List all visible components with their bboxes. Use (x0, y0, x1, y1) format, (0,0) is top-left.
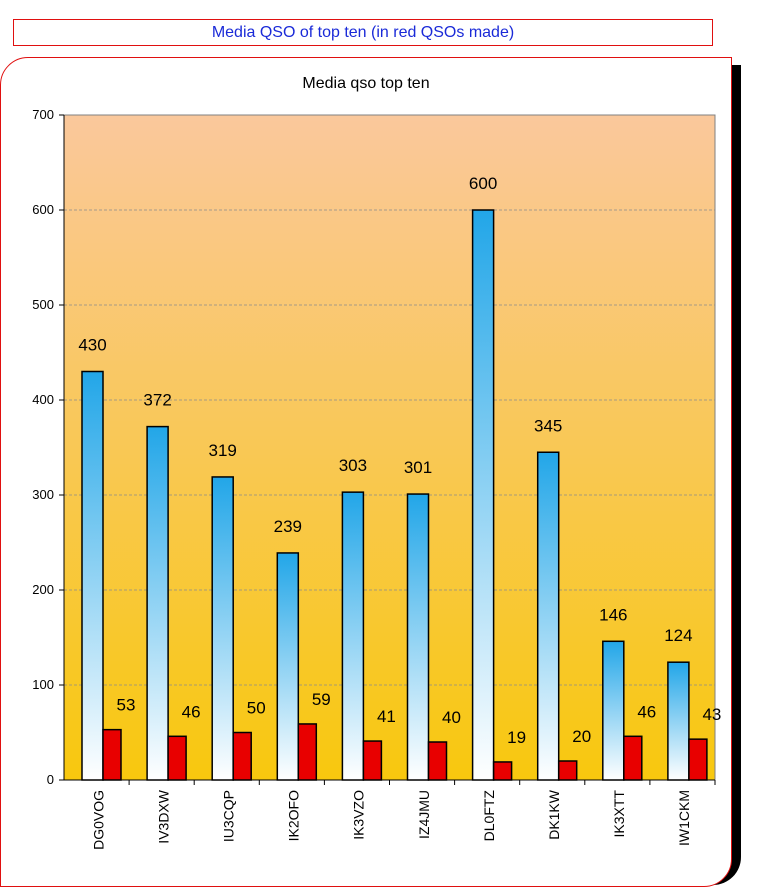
x-tick-label: IZ4JMU (416, 790, 432, 839)
data-label-series2: 19 (507, 728, 526, 747)
bar-series2 (297, 723, 318, 781)
x-tick-label: IV3DXW (155, 789, 171, 843)
y-tick-label: 700 (32, 107, 54, 122)
chart-title: Media qso top ten (302, 75, 430, 92)
bar-series2 (102, 728, 122, 781)
bar-series1 (276, 552, 300, 781)
bar-series2 (623, 735, 643, 781)
bar-series2 (232, 731, 252, 781)
chart-caption-banner: Media QSO of top ten (in red QSOs made) (13, 19, 713, 46)
bar-series2 (557, 760, 578, 781)
data-label-series1: 430 (78, 336, 106, 355)
x-tick-label: DG0VOG (90, 790, 106, 850)
y-tick-label: 200 (32, 582, 54, 597)
bar-series1 (667, 661, 690, 781)
data-label-series2: 46 (182, 702, 201, 721)
data-label-series1: 303 (339, 456, 367, 475)
bar-series1 (536, 451, 560, 781)
bar-series2 (427, 741, 448, 781)
x-tick-label: DK1KW (546, 789, 562, 840)
y-tick-label: 300 (32, 487, 54, 502)
data-label-series2: 50 (247, 699, 266, 718)
data-label-series1: 239 (274, 517, 302, 536)
data-label-series2: 43 (702, 705, 721, 724)
bar-series2 (167, 735, 187, 781)
x-tick-label: DL0FTZ (481, 790, 497, 842)
data-label-series2: 46 (637, 702, 656, 721)
y-tick-label: 400 (32, 392, 54, 407)
x-tick-label: IK3XTT (611, 790, 627, 838)
data-label-series2: 59 (312, 690, 331, 709)
bar-series1 (146, 425, 169, 781)
data-label-series2: 20 (572, 727, 591, 746)
x-tick-label: IK3VZO (351, 790, 367, 840)
bar-series1 (81, 370, 104, 781)
data-label-series1: 600 (469, 174, 497, 193)
data-label-series1: 319 (209, 441, 237, 460)
bar-series2 (362, 740, 383, 781)
data-label-series1: 301 (404, 458, 432, 477)
y-tick-label: 500 (32, 297, 54, 312)
data-label-series2: 40 (442, 708, 461, 727)
x-tick-label: IU3CQP (220, 790, 236, 842)
bar-series1 (211, 476, 234, 781)
bar-series2 (492, 761, 513, 781)
data-label-series1: 372 (143, 391, 171, 410)
data-label-series1: 345 (534, 416, 562, 435)
bar-series2 (688, 738, 708, 781)
bar-series1 (406, 493, 430, 781)
data-label-series1: 124 (664, 626, 692, 645)
bar-series1 (341, 491, 365, 781)
data-label-series2: 53 (117, 696, 136, 715)
data-label-series1: 146 (599, 605, 627, 624)
x-tick-label: IW1CKM (676, 790, 692, 846)
bar-series1 (471, 209, 495, 781)
y-tick-label: 100 (32, 677, 54, 692)
x-tick-label: IK2OFO (286, 790, 302, 841)
y-tick-label: 600 (32, 202, 54, 217)
bar-series1 (602, 640, 625, 781)
data-label-series2: 41 (377, 707, 396, 726)
y-tick-label: 0 (47, 772, 54, 787)
